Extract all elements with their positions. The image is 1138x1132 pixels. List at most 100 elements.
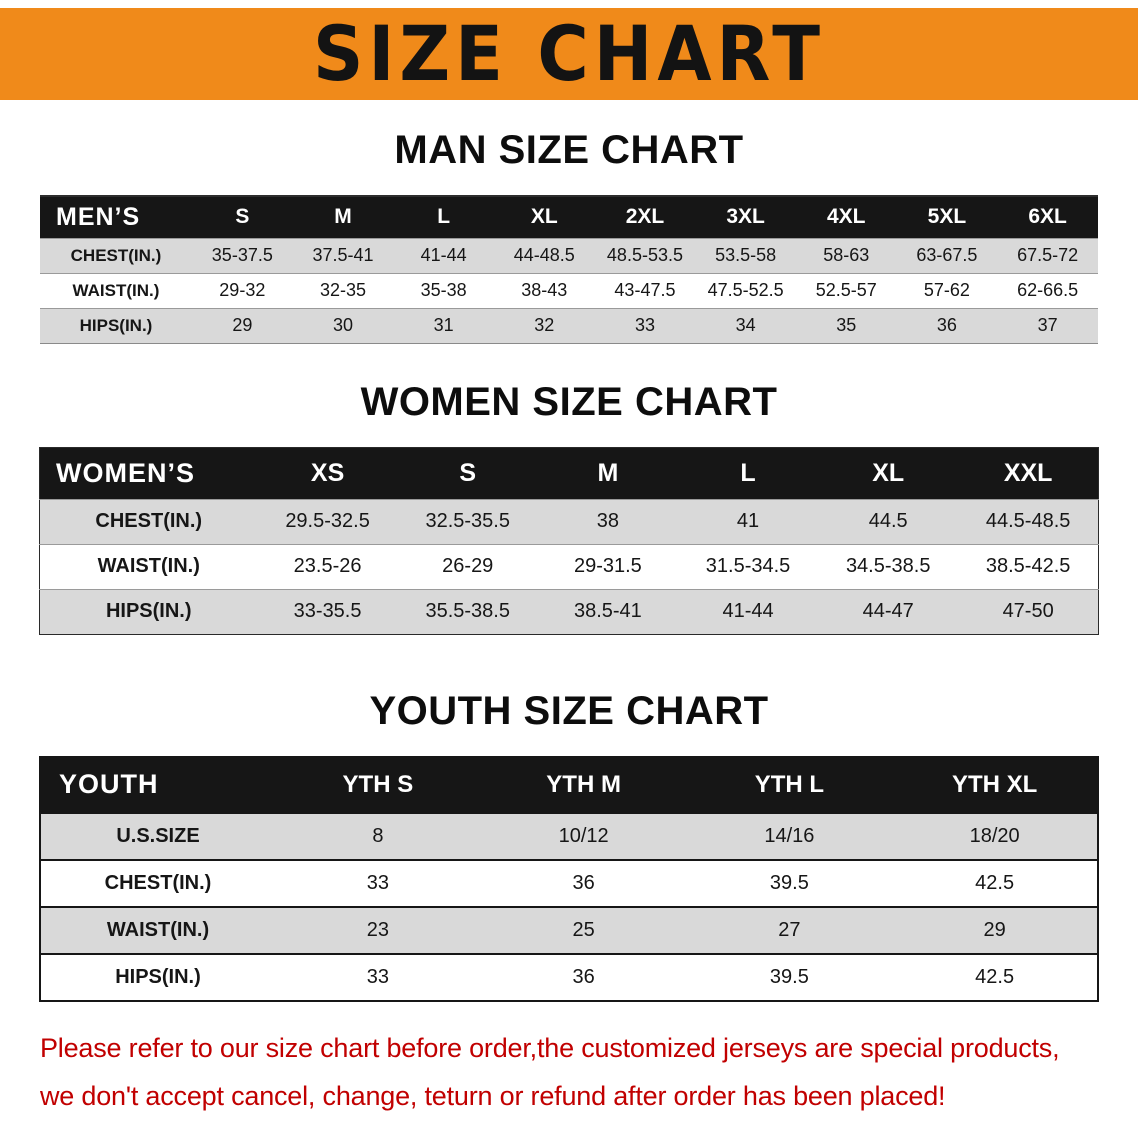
size-header-cell: 4XL [795, 196, 897, 238]
value-cell: 30 [332, 315, 353, 335]
youth-heading: YOUTH SIZE CHART [369, 688, 769, 733]
value-cell: 38-43 [521, 280, 568, 300]
value-cell: 23 [366, 918, 389, 941]
value-cell: 29 [983, 918, 1006, 941]
men-size-table: MEN’S S M L XL 2XL 3XL 4XL 5XL 6XL CHEST(IN.) 35-37… [40, 195, 1098, 344]
value-cell: 58-63 [823, 245, 870, 265]
value-cell: 41 [736, 510, 760, 532]
youth-size-table: YOUTH YTH S YTH M YTH L YTH XL U.S.SIZE 8 10/12… [39, 755, 1099, 1002]
value-cell: 35 [836, 315, 857, 335]
size-header-cell: XXL [958, 447, 1099, 499]
value-cell: 39.5 [769, 871, 809, 894]
value-cell: 38 [596, 510, 620, 532]
value-cell: 43-47.5 [614, 280, 676, 300]
value-cell: 33 [366, 965, 389, 988]
table-title-cell: WOMEN’S [39, 447, 258, 499]
value-cell: 18/20 [969, 824, 1020, 847]
men-section: MAN SIZE CHART MEN’S S M L XL 2XL 3XL 4XL 5XL 6XL… [0, 128, 1138, 344]
value-cell: 57-62 [923, 280, 970, 300]
women-heading: WOMEN SIZE CHART [360, 379, 778, 424]
row-label-cell: HIPS(IN.) [115, 965, 201, 988]
value-cell: 35-38 [420, 280, 467, 300]
men-heading: MAN SIZE CHART [394, 128, 744, 172]
size-header-cell: 5XL [896, 196, 998, 238]
table-row: HIPS(IN.) 33 36 39.5 42.5 [40, 953, 1098, 1001]
table-row: WAIST(IN.) 23 25 27 29 [40, 906, 1098, 954]
value-cell: 37 [1037, 315, 1058, 335]
value-cell: 62-66.5 [1017, 280, 1079, 300]
value-cell: 34 [735, 315, 756, 335]
value-cell: 33-35.5 [293, 600, 362, 622]
table-header-row: YOUTH YTH S YTH M YTH L YTH XL [40, 756, 1098, 813]
table-row: HIPS(IN.) 33-35.5 35.5-38.5 38.5-41 41-44 44-… [39, 589, 1099, 634]
size-header-cell: M [537, 447, 678, 499]
value-cell: 29-32 [219, 280, 266, 300]
row-label-cell: CHEST(IN.) [104, 871, 212, 894]
value-cell: 63-67.5 [916, 245, 978, 265]
value-cell: 31.5-34.5 [705, 555, 791, 577]
row-label-cell: WAIST(IN.) [72, 280, 160, 300]
youth-section: YOUTH SIZE CHART YOUTH YTH S YTH M YTH L YTH… [0, 689, 1138, 1002]
size-header-cell: YTH S [275, 756, 481, 813]
value-cell: 39.5 [769, 965, 809, 988]
table-title-cell: MEN’S [40, 196, 192, 238]
value-cell: 41-44 [420, 245, 467, 265]
value-cell: 44-47 [862, 600, 914, 622]
size-header-cell: XL [818, 447, 959, 499]
size-header-cell: 2XL [594, 196, 696, 238]
disclaimer: Please refer to our size chart before or… [40, 1030, 1138, 1115]
row-label-cell: U.S.SIZE [116, 824, 200, 847]
table-row: WAIST(IN.) 29-32 32-35 35-38 38-43 43-47.5 47.… [40, 273, 1098, 308]
value-cell: 29-31.5 [573, 555, 642, 577]
value-cell: 33 [634, 315, 655, 335]
value-cell: 36 [572, 871, 595, 894]
size-header-cell: 3XL [695, 196, 796, 238]
value-cell: 35.5-38.5 [425, 600, 510, 622]
value-cell: 29 [232, 315, 253, 335]
table-row: CHEST(IN.) 33 36 39.5 42.5 [40, 859, 1098, 907]
value-cell: 37.5-41 [312, 245, 374, 265]
value-cell: 25 [572, 918, 595, 941]
row-label-cell: CHEST(IN.) [95, 510, 203, 532]
size-header-cell: YTH L [686, 756, 893, 813]
value-cell: 26-29 [442, 555, 494, 577]
value-cell: 44.5-48.5 [985, 510, 1071, 532]
value-cell: 36 [572, 965, 595, 988]
size-header-cell: L [677, 447, 819, 499]
disclaimer-line-1: Please refer to our size chart before or… [40, 1032, 1060, 1063]
value-cell: 67.5-72 [1017, 245, 1079, 265]
value-cell: 42.5 [975, 871, 1015, 894]
women-size-table: WOMEN’S XS S M L XL XXL CHEST(IN.) 29.5-32.5 32.5… [39, 446, 1099, 635]
table-header-row: MEN’S S M L XL 2XL 3XL 4XL 5XL 6XL [40, 196, 1098, 238]
size-header-cell: L [393, 196, 494, 238]
value-cell: 47-50 [1002, 600, 1054, 622]
table-title-cell: YOUTH [40, 756, 275, 813]
page-title: SIZE CHART [312, 9, 826, 99]
value-cell: 27 [778, 918, 801, 941]
size-header-cell: S [192, 196, 293, 238]
value-cell: 38.5-41 [573, 600, 642, 622]
banner: SIZE CHART [0, 8, 1138, 100]
value-cell: 14/16 [764, 824, 815, 847]
value-cell: 36 [936, 315, 957, 335]
size-header-cell: XS [257, 447, 398, 499]
table-row: U.S.SIZE 8 10/12 14/16 18/20 [40, 812, 1098, 860]
size-header-cell: S [397, 447, 538, 499]
row-label-cell: HIPS(IN.) [79, 315, 153, 335]
value-cell: 32 [534, 315, 555, 335]
women-section: WOMEN SIZE CHART WOMEN’S XS S M L XL XXL CHEST(… [0, 380, 1138, 635]
value-cell: 8 [372, 824, 384, 847]
value-cell: 33 [366, 871, 389, 894]
table-row: WAIST(IN.) 23.5-26 26-29 29-31.5 31.5-34.5 34… [39, 544, 1099, 589]
row-label-cell: HIPS(IN.) [105, 600, 192, 622]
value-cell: 32-35 [319, 280, 366, 300]
size-header-cell: YTH XL [892, 756, 1098, 813]
size-header-cell: M [292, 196, 394, 238]
value-cell: 31 [433, 315, 454, 335]
row-label-cell: WAIST(IN.) [97, 555, 200, 577]
table-row: CHEST(IN.) 29.5-32.5 32.5-35.5 38 41 44.5 44.5… [39, 499, 1099, 544]
value-cell: 53.5-58 [715, 245, 777, 265]
size-header-cell: YTH M [480, 756, 687, 813]
value-cell: 42.5 [975, 965, 1015, 988]
value-cell: 41-44 [722, 600, 774, 622]
